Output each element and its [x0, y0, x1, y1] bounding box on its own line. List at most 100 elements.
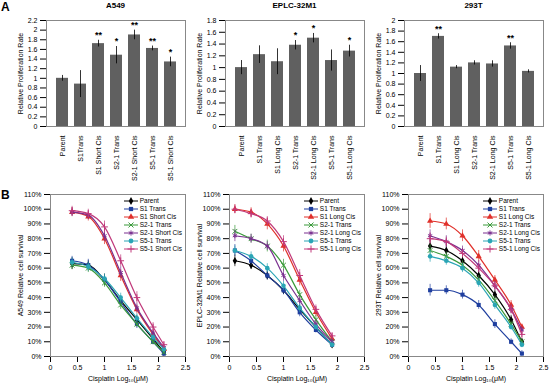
svg-text:S2-1 Long Cis: S2-1 Long Cis [489, 135, 497, 180]
svg-text:2: 2 [392, 17, 396, 24]
svg-text:1.6: 1.6 [28, 46, 38, 53]
svg-text:0.5: 0.5 [73, 364, 83, 371]
svg-text:S5-1 Long Cis: S5-1 Long Cis [525, 135, 533, 180]
svg-text:0.4: 0.4 [207, 99, 217, 106]
svg-text:110%: 110% [203, 191, 220, 198]
svg-text:Cisplatin Log₁₀(μM): Cisplatin Log₁₀(μM) [446, 375, 506, 383]
svg-text:1.2: 1.2 [28, 65, 38, 72]
svg-text:90%: 90% [27, 220, 41, 227]
svg-text:S2-1 Short Cis: S2-1 Short Cis [131, 135, 138, 181]
svg-text:60%: 60% [27, 264, 41, 271]
svg-text:1.8: 1.8 [28, 36, 38, 43]
svg-text:0.8: 0.8 [386, 80, 396, 87]
svg-text:1: 1 [34, 75, 38, 82]
svg-text:80%: 80% [206, 235, 220, 242]
svg-text:0%: 0% [389, 353, 399, 360]
svg-text:40%: 40% [206, 294, 220, 301]
svg-text:0%: 0% [31, 353, 41, 360]
svg-text:2: 2 [515, 364, 519, 371]
svg-text:110%: 110% [24, 191, 41, 198]
svg-text:0: 0 [49, 364, 53, 371]
svg-text:2.5: 2.5 [181, 364, 191, 371]
svg-text:0: 0 [392, 123, 396, 130]
svg-text:293T Relative cell survival: 293T Relative cell survival [375, 234, 382, 316]
svg-text:80%: 80% [385, 235, 399, 242]
svg-text:1.8: 1.8 [386, 27, 396, 34]
svg-text:S5-1 Trans: S5-1 Trans [149, 135, 156, 170]
svg-text:2: 2 [336, 364, 340, 371]
svg-text:0.2: 0.2 [386, 112, 396, 119]
svg-text:70%: 70% [385, 250, 399, 257]
svg-text:S5-1 Long Cis: S5-1 Long Cis [346, 135, 354, 180]
svg-text:*: * [169, 47, 173, 57]
svg-text:1.4: 1.4 [207, 40, 217, 47]
svg-text:80%: 80% [27, 235, 41, 242]
svg-text:0: 0 [228, 364, 232, 371]
svg-text:0.6: 0.6 [207, 87, 217, 94]
svg-text:1: 1 [103, 364, 107, 371]
svg-text:60%: 60% [385, 264, 399, 271]
svg-text:0.5: 0.5 [431, 364, 441, 371]
svg-text:0.4: 0.4 [28, 103, 38, 110]
svg-text:S5-1 Trans: S5-1 Trans [507, 135, 514, 170]
svg-text:Relative Proliferation Rate: Relative Proliferation Rate [196, 33, 203, 114]
svg-text:60%: 60% [206, 264, 220, 271]
svg-text:90%: 90% [206, 220, 220, 227]
svg-text:100%: 100% [24, 205, 42, 212]
svg-text:100%: 100% [382, 205, 400, 212]
svg-text:0.8: 0.8 [28, 84, 38, 91]
svg-text:20%: 20% [206, 323, 220, 330]
svg-text:110%: 110% [382, 191, 399, 198]
svg-text:50%: 50% [385, 279, 399, 286]
svg-text:10%: 10% [385, 338, 399, 345]
svg-text:*: * [312, 23, 316, 33]
svg-text:**: ** [95, 30, 103, 40]
svg-text:1.8: 1.8 [207, 17, 217, 24]
svg-text:0.6: 0.6 [28, 94, 38, 101]
svg-text:S2-1 Long Cis: S2-1 Long Cis [310, 135, 318, 180]
svg-text:Parent: Parent [238, 135, 245, 156]
svg-text:**: ** [149, 36, 157, 46]
svg-text:1.5: 1.5 [485, 364, 495, 371]
svg-text:Relative Proliferation Rate: Relative Proliferation Rate [375, 33, 382, 114]
svg-text:0: 0 [34, 123, 38, 130]
svg-text:0.5: 0.5 [252, 364, 262, 371]
svg-text:1.5: 1.5 [306, 364, 316, 371]
svg-text:0.6: 0.6 [386, 91, 396, 98]
svg-text:0: 0 [407, 364, 411, 371]
svg-text:2.2: 2.2 [28, 17, 38, 24]
svg-text:EPLC-32M1 Relative cell surviv: EPLC-32M1 Relative cell survival [196, 223, 203, 327]
svg-text:1: 1 [213, 64, 217, 71]
svg-text:1: 1 [282, 364, 286, 371]
svg-text:1.6: 1.6 [207, 29, 217, 36]
svg-text:*: * [115, 36, 119, 46]
svg-text:0: 0 [213, 123, 217, 130]
svg-text:S1 Long Cis: S1 Long Cis [274, 135, 282, 174]
svg-text:1: 1 [461, 364, 465, 371]
svg-text:40%: 40% [385, 294, 399, 301]
svg-text:S1Trans: S1Trans [77, 135, 84, 162]
svg-text:30%: 30% [27, 309, 41, 316]
svg-text:*: * [348, 35, 352, 45]
svg-text:1.5: 1.5 [127, 364, 137, 371]
svg-text:**: ** [435, 24, 443, 34]
svg-text:0.2: 0.2 [207, 111, 217, 118]
svg-text:100%: 100% [203, 205, 221, 212]
svg-text:1: 1 [392, 70, 396, 77]
svg-text:Parent: Parent [417, 135, 424, 156]
svg-text:**: ** [131, 20, 139, 30]
svg-text:2: 2 [34, 26, 38, 33]
svg-text:90%: 90% [385, 220, 399, 227]
svg-text:S5-1 Trans: S5-1 Trans [328, 135, 335, 170]
svg-text:2.5: 2.5 [360, 364, 370, 371]
svg-text:2.5: 2.5 [539, 364, 549, 371]
svg-text:20%: 20% [27, 323, 41, 330]
svg-text:S2-1 Trans: S2-1 Trans [292, 135, 299, 170]
svg-text:30%: 30% [385, 309, 399, 316]
svg-text:30%: 30% [206, 309, 220, 316]
svg-text:A549 Relative cell survival: A549 Relative cell survival [17, 234, 24, 316]
svg-text:0.8: 0.8 [207, 76, 217, 83]
svg-text:S2-1 Trans: S2-1 Trans [471, 135, 478, 170]
svg-text:S1 Short Cis: S1 Short Cis [95, 135, 102, 175]
svg-text:0.4: 0.4 [386, 102, 396, 109]
